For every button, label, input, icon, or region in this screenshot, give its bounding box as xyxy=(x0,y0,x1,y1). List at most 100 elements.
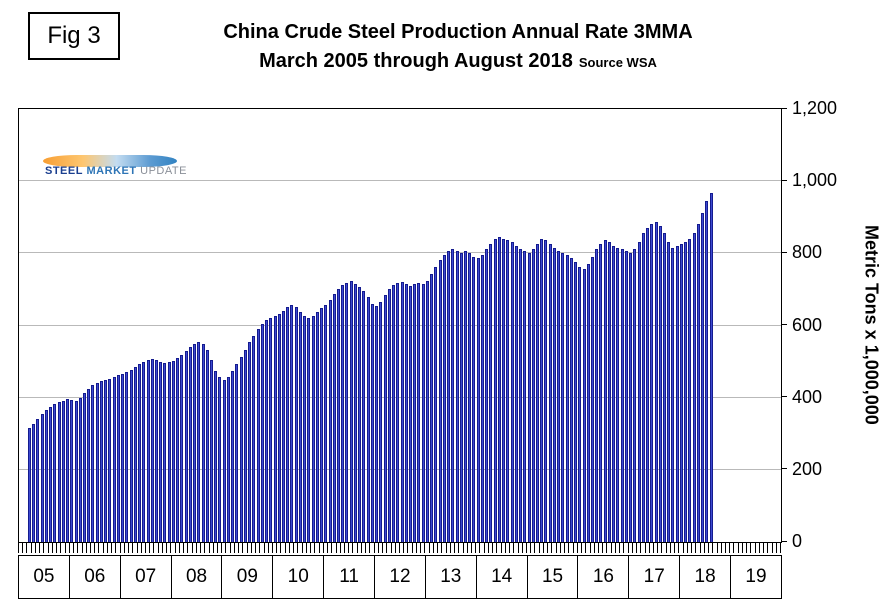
bar xyxy=(523,251,527,542)
bar xyxy=(307,317,311,542)
bar xyxy=(675,245,679,542)
x-month-tick xyxy=(18,542,19,553)
bar xyxy=(66,399,70,542)
x-month-tick xyxy=(470,542,472,553)
bar xyxy=(662,233,666,542)
x-month-tick xyxy=(614,542,616,553)
x-month-tick xyxy=(136,542,138,553)
x-month-tick xyxy=(89,542,91,553)
bar xyxy=(464,251,468,542)
bar xyxy=(574,262,578,542)
bar xyxy=(74,401,78,542)
x-month-tick xyxy=(310,542,312,553)
bar xyxy=(87,389,91,542)
x-month-tick xyxy=(521,542,523,553)
bar xyxy=(396,283,400,542)
x-month-tick xyxy=(509,542,511,553)
x-month-tick xyxy=(555,542,557,553)
x-month-tick xyxy=(741,542,743,553)
x-year-label: 18 xyxy=(680,556,732,598)
bar xyxy=(358,286,362,542)
logo-word-market: MARKET xyxy=(86,165,137,177)
bar xyxy=(260,323,264,542)
bar xyxy=(218,377,222,542)
bar xyxy=(277,313,281,542)
x-month-tick xyxy=(34,542,36,553)
bar xyxy=(129,369,133,542)
x-month-tick xyxy=(242,542,244,553)
x-month-tick xyxy=(712,542,714,553)
x-month-tick xyxy=(47,542,49,553)
bar xyxy=(404,284,408,542)
x-month-tick xyxy=(487,542,489,553)
x-month-tick xyxy=(64,542,66,553)
x-month-tick xyxy=(377,542,379,553)
bar xyxy=(281,310,285,542)
bar xyxy=(226,376,230,542)
x-month-tick xyxy=(288,542,290,553)
x-month-tick xyxy=(149,542,151,553)
x-month-tick xyxy=(559,542,561,553)
bar xyxy=(552,247,556,542)
x-year-label: 14 xyxy=(477,556,528,598)
x-month-tick xyxy=(665,542,667,553)
x-month-tick xyxy=(695,542,697,553)
x-month-tick xyxy=(284,542,286,553)
bar xyxy=(646,227,650,542)
figure-label: Fig 3 xyxy=(47,22,101,49)
x-month-tick xyxy=(568,542,570,553)
x-month-tick xyxy=(733,542,735,553)
bar xyxy=(146,359,150,542)
x-year-label: 17 xyxy=(629,556,681,598)
bar xyxy=(413,284,417,542)
x-month-tick xyxy=(716,542,718,553)
x-month-tick xyxy=(200,542,202,553)
bar xyxy=(290,305,294,542)
bar xyxy=(641,233,645,542)
x-month-tick xyxy=(51,542,53,553)
x-year-label: 05 xyxy=(19,556,70,598)
x-month-tick xyxy=(318,542,320,553)
x-month-tick xyxy=(640,542,642,553)
bar xyxy=(565,254,569,542)
x-month-tick xyxy=(462,542,464,553)
x-month-tick xyxy=(238,542,240,553)
logo-word-update: UPDATE xyxy=(140,165,187,177)
bar xyxy=(540,238,544,542)
x-month-tick xyxy=(691,542,693,553)
x-month-tick xyxy=(483,542,485,553)
x-month-tick xyxy=(360,542,362,553)
x-month-tick xyxy=(530,542,532,553)
x-month-tick xyxy=(606,542,608,553)
bar xyxy=(561,252,565,542)
x-month-tick xyxy=(98,542,100,553)
x-month-tick xyxy=(492,542,494,553)
bar xyxy=(138,364,142,542)
bar xyxy=(248,342,252,542)
bar xyxy=(535,243,539,542)
x-month-tick xyxy=(458,542,460,553)
bar xyxy=(417,282,421,542)
x-month-tick xyxy=(674,542,676,553)
x-month-tick xyxy=(771,542,773,553)
bar xyxy=(595,249,599,542)
x-month-tick xyxy=(424,542,426,553)
bar xyxy=(252,335,256,542)
x-month-tick xyxy=(369,542,371,553)
x-month-tick xyxy=(517,542,519,553)
bar xyxy=(637,242,641,542)
bar xyxy=(303,316,307,542)
x-month-tick xyxy=(297,542,299,553)
bar xyxy=(616,247,620,542)
x-month-tick xyxy=(441,542,443,553)
x-month-tick xyxy=(255,542,257,553)
x-month-tick xyxy=(534,542,536,553)
x-month-tick xyxy=(394,542,396,553)
bar xyxy=(451,249,455,542)
bar xyxy=(375,305,379,542)
bar xyxy=(701,213,705,542)
x-month-tick xyxy=(94,542,96,553)
bar xyxy=(624,251,628,542)
bar xyxy=(421,283,425,542)
x-month-tick xyxy=(627,542,629,553)
